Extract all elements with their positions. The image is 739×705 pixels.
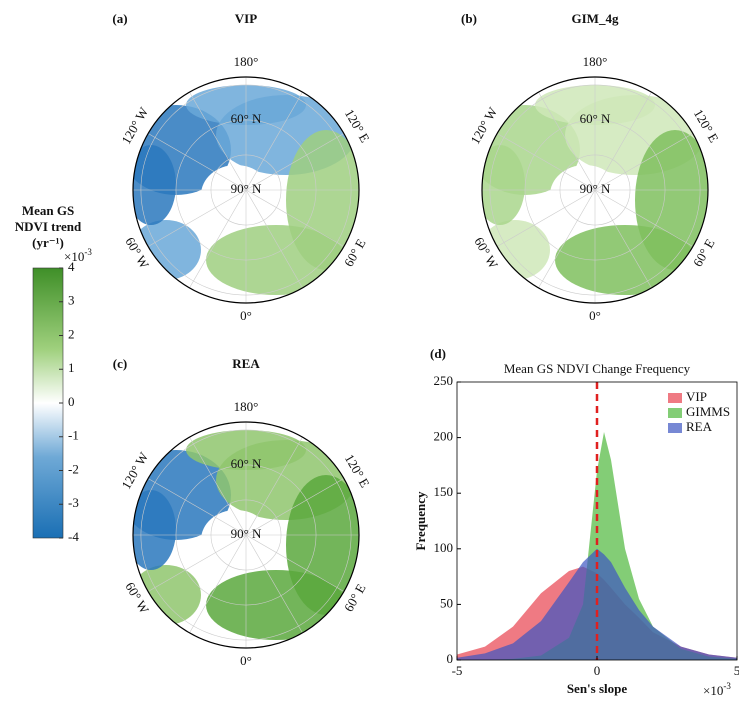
panel-label: (c)	[113, 356, 127, 371]
legend-swatch	[668, 408, 682, 418]
colorbar-tick-label: -2	[68, 461, 79, 476]
colorbar-tick-label: 0	[68, 394, 75, 409]
multiplier-exponent: -3	[84, 247, 92, 257]
lat-label: 90° N	[580, 181, 611, 196]
legend-swatch	[668, 393, 682, 403]
panel-label: (b)	[461, 11, 477, 26]
y-tick-label: 250	[434, 373, 454, 388]
lon-label: 180°	[234, 399, 259, 414]
map-title: GIM_4g	[572, 11, 619, 26]
multiplier-base: ×10	[703, 683, 723, 698]
x-multiplier: ×10-3	[703, 681, 731, 698]
colorbar-tick-label: -3	[68, 495, 79, 510]
colorbar-title: NDVI trend	[15, 219, 82, 234]
panel-label: (d)	[430, 346, 446, 361]
colorbar-tick-label: 1	[68, 360, 75, 375]
x-tick-label: 5	[734, 663, 739, 678]
legend-label: GIMMS	[686, 404, 730, 419]
y-tick-label: 50	[440, 595, 453, 610]
y-tick-label: 100	[434, 540, 454, 555]
x-axis-label: Sen's slope	[567, 681, 628, 696]
colorbar-tick-label: 3	[68, 293, 75, 308]
lat-label: 60° N	[231, 111, 262, 126]
x-tick-label: 0	[594, 663, 601, 678]
legend-swatch	[668, 423, 682, 433]
colorbar-title: Mean GS	[22, 203, 74, 218]
map-title: REA	[232, 356, 260, 371]
lon-label: 180°	[234, 54, 259, 69]
lat-label: 90° N	[231, 526, 262, 541]
lon-label: 0°	[240, 653, 252, 668]
y-axis-label: Frequency	[413, 491, 428, 550]
panel-label: (a)	[112, 11, 127, 26]
colorbar	[33, 268, 63, 538]
lat-label: 60° N	[231, 456, 262, 471]
x-tick-label: -5	[452, 663, 463, 678]
colorbar-tick-label: 2	[68, 326, 75, 341]
y-tick-label: 150	[434, 484, 454, 499]
colorbar-title: (yr⁻¹)	[32, 235, 64, 250]
colorbar-tick-label: 4	[68, 259, 75, 274]
y-tick-label: 200	[434, 429, 454, 444]
legend-label: REA	[686, 419, 713, 434]
figure: (a)VIP180°120° E60° E0°60° W120° W60° N9…	[0, 0, 739, 700]
lon-label: 0°	[589, 308, 601, 323]
colorbar-tick-label: -1	[68, 428, 79, 443]
multiplier-exponent: -3	[723, 681, 731, 691]
map-title: VIP	[235, 11, 257, 26]
lon-label: 0°	[240, 308, 252, 323]
colorbar-tick-label: -4	[68, 529, 79, 544]
lat-label: 90° N	[231, 181, 262, 196]
lat-label: 60° N	[580, 111, 611, 126]
chart-title: Mean GS NDVI Change Frequency	[504, 361, 691, 376]
lon-label: 180°	[583, 54, 608, 69]
legend-label: VIP	[686, 389, 707, 404]
